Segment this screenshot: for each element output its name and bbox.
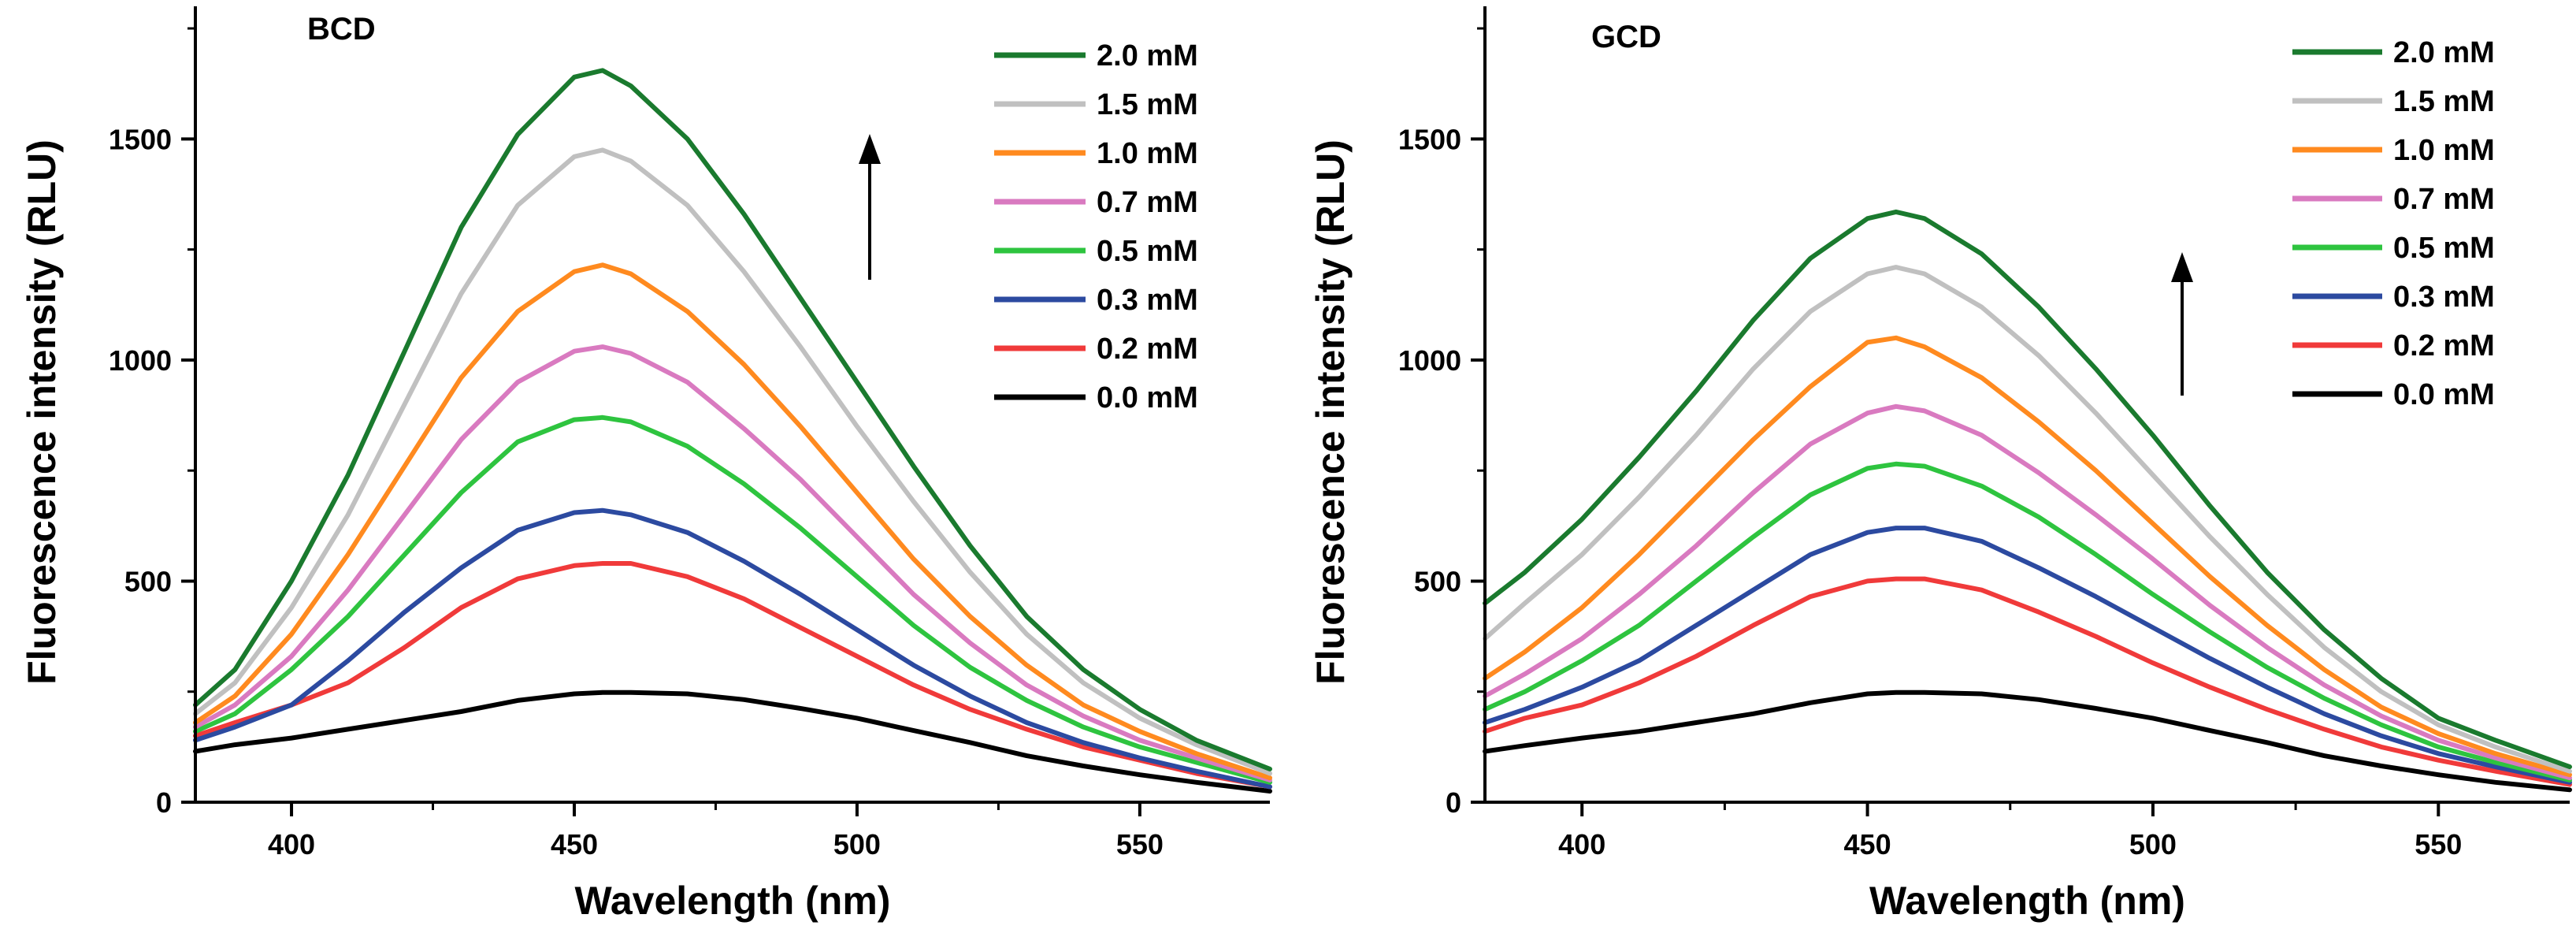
legend-label: 0.2 mM — [2393, 329, 2495, 362]
y-tick-label: 1500 — [109, 123, 172, 155]
legend-label: 0.3 mM — [1097, 284, 1198, 317]
legend: 2.0 mM 1.5 mM 1.0 mM 0.7 mM 0.5 mM 0.3 mM 0.2 … — [994, 39, 1198, 414]
panel-title: BCD — [307, 12, 376, 46]
legend-item: 1.5 mM — [994, 88, 1198, 121]
y-tick-label: 0 — [1446, 786, 1461, 819]
y-axis-label: Fluorescence intensity (RLU) — [1308, 139, 1353, 685]
trend-arrow-head — [2171, 252, 2193, 282]
legend-label: 2.0 mM — [1097, 39, 1198, 72]
x-tick-label: 550 — [2415, 828, 2462, 861]
chart-panel-gcd: 400 450 500 550 0 500 1000 1500 Wavelength (nm) F… — [1308, 6, 2572, 923]
series-line-1-0-mm — [1483, 335, 2572, 778]
legend-label: 1.0 mM — [1097, 137, 1198, 170]
series-line-0-7-mm — [1483, 403, 2572, 781]
legend-label: 1.0 mM — [2393, 134, 2495, 167]
legend-label: 1.5 mM — [1097, 88, 1198, 121]
legend-item: 0.5 mM — [2292, 232, 2495, 265]
legend-label: 0.0 mM — [2393, 378, 2495, 411]
x-axis-label: Wavelength (nm) — [1869, 879, 2185, 923]
x-tick-label: 450 — [551, 828, 598, 861]
legend-item: 0.7 mM — [994, 186, 1198, 219]
series-line-0-3-mm — [193, 507, 1272, 790]
x-tick-label: 400 — [1558, 828, 1605, 861]
y-tick-label: 0 — [156, 786, 172, 819]
legend-label: 0.5 mM — [2393, 232, 2495, 265]
x-axis-label: Wavelength (nm) — [575, 879, 891, 923]
series-line-0-0-mm — [1483, 690, 2572, 793]
legend-item: 1.0 mM — [994, 137, 1198, 170]
legend-label: 0.3 mM — [2393, 281, 2495, 314]
legend-item: 1.5 mM — [2292, 85, 2495, 118]
panel-title: GCD — [1591, 20, 1661, 54]
series-line-2-0-mm — [1483, 209, 2572, 770]
legend-item: 0.3 mM — [2292, 281, 2495, 314]
legend-item: 0.3 mM — [994, 284, 1198, 317]
series-line-0-7-mm — [193, 344, 1272, 782]
series-line-1-5-mm — [193, 147, 1272, 776]
y-tick-label: 1000 — [109, 344, 172, 377]
trend-arrow-head — [859, 134, 881, 164]
legend-item: 1.0 mM — [2292, 134, 2495, 167]
legend: 2.0 mM 1.5 mM 1.0 mM 0.7 mM 0.5 mM 0.3 mM 0.2 … — [2292, 36, 2495, 411]
y-tick-label: 1000 — [1398, 344, 1461, 377]
x-tick-label: 500 — [833, 828, 881, 861]
y-tick-label: 500 — [1414, 565, 1461, 597]
x-tick-label: 500 — [2129, 828, 2177, 861]
legend-label: 0.0 mM — [1097, 381, 1198, 414]
legend-label: 0.7 mM — [2393, 183, 2495, 216]
series-line-1-5-mm — [1483, 265, 2572, 774]
x-tick-label: 450 — [1844, 828, 1891, 861]
legend-item: 0.5 mM — [994, 235, 1198, 268]
chart-panel-bcd: 400 450 500 550 0 500 1000 1500 Wavelength (nm) F… — [20, 6, 1272, 923]
legend-item: 2.0 mM — [994, 39, 1198, 72]
series-line-0-5-mm — [1483, 461, 2572, 782]
series-line-0-2-mm — [193, 561, 1272, 790]
series-line-0-0-mm — [193, 690, 1272, 794]
legend-item: 0.0 mM — [2292, 378, 2495, 411]
series-line-0-5-mm — [193, 414, 1272, 785]
x-tick-label: 550 — [1116, 828, 1164, 861]
trend-arrow — [2171, 252, 2193, 396]
series-line-0-3-mm — [1483, 526, 2572, 785]
legend-item: 0.7 mM — [2292, 183, 2495, 216]
legend-label: 0.2 mM — [1097, 333, 1198, 366]
legend-label: 2.0 mM — [2393, 36, 2495, 69]
legend-label: 0.5 mM — [1097, 235, 1198, 268]
y-tick-label: 1500 — [1398, 123, 1461, 155]
y-tick-label: 500 — [124, 565, 172, 597]
y-axis-label: Fluorescence intensity (RLU) — [20, 139, 64, 685]
series-line-2-0-mm — [193, 68, 1272, 771]
series-line-1-0-mm — [193, 262, 1272, 781]
series-line-0-2-mm — [1483, 576, 2572, 787]
trend-arrow — [859, 134, 881, 280]
legend-label: 1.5 mM — [2393, 85, 2495, 118]
legend-item: 0.2 mM — [2292, 329, 2495, 362]
legend-label: 0.7 mM — [1097, 186, 1198, 219]
x-tick-label: 400 — [268, 828, 315, 861]
legend-item: 2.0 mM — [2292, 36, 2495, 69]
legend-item: 0.0 mM — [994, 381, 1198, 414]
legend-item: 0.2 mM — [994, 333, 1198, 366]
